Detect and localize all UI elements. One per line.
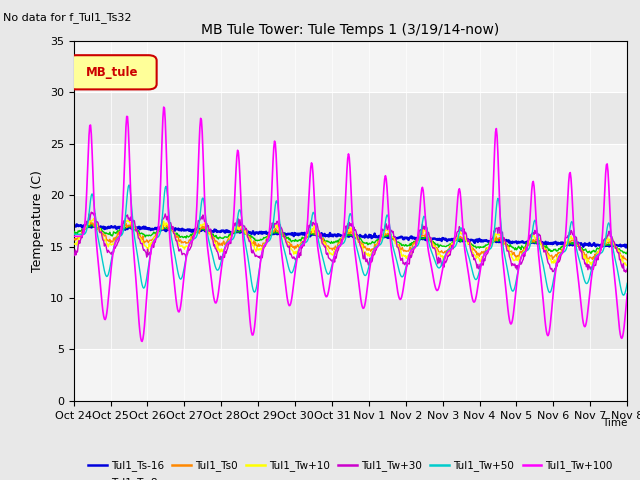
Text: No data for f_Tul1_Ts32: No data for f_Tul1_Ts32 [3,12,132,23]
Bar [74,41,627,92]
Title: MB Tule Tower: Tule Temps 1 (3/19/14-now): MB Tule Tower: Tule Temps 1 (3/19/14-now… [201,23,500,37]
Text: MB_tule: MB_tule [86,66,139,79]
FancyBboxPatch shape [68,55,157,89]
Text: Time: Time [602,418,627,428]
Y-axis label: Temperature (C): Temperature (C) [31,170,44,272]
Bar [74,349,627,401]
Bar [74,144,627,195]
Legend: Tul1_Ts-16, Tul1_Ts-8, Tul1_Ts0, Tul1_Tw+10, Tul1_Tw+30, Tul1_Tw+50, Tul1_Tw+100: Tul1_Ts-16, Tul1_Ts-8, Tul1_Ts0, Tul1_Tw… [84,456,617,480]
Bar [74,247,627,298]
